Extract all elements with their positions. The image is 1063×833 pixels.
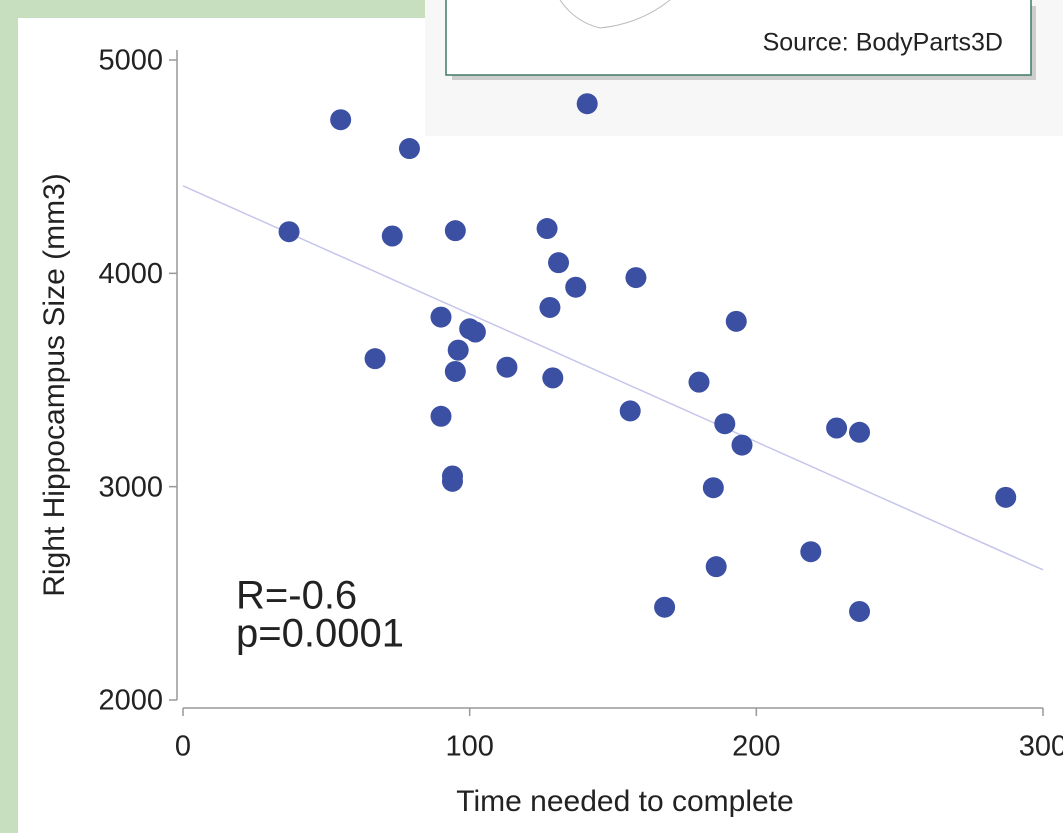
x-tick-label: 0 — [175, 731, 191, 763]
data-point — [619, 400, 641, 422]
y-tick-label: 4000 — [98, 258, 163, 290]
plot-panel — [18, 18, 1063, 833]
data-point — [444, 220, 466, 242]
data-point — [430, 405, 452, 427]
data-point — [278, 221, 300, 243]
data-point — [576, 93, 598, 115]
data-point — [330, 109, 352, 131]
data-point — [688, 371, 710, 393]
data-point — [714, 413, 736, 435]
data-point — [496, 356, 518, 378]
data-point — [705, 556, 727, 578]
data-point — [654, 596, 676, 618]
data-point — [625, 267, 647, 289]
data-point — [536, 218, 558, 240]
x-tick-label: 200 — [732, 731, 780, 763]
y-tick-label: 3000 — [98, 471, 163, 503]
data-point — [702, 477, 724, 499]
data-point — [995, 486, 1017, 508]
data-point — [849, 600, 871, 622]
stat-annotation: p=0.0001 — [236, 612, 404, 656]
source-text: Source: BodyParts3D — [763, 29, 1003, 57]
source-box — [445, 0, 1032, 76]
data-point — [364, 348, 386, 370]
x-axis-title: Time needed to complete — [456, 785, 793, 818]
y-axis-title: Right Hippocampus Size (mm3) — [38, 173, 71, 596]
data-point — [849, 421, 871, 443]
data-point — [539, 296, 561, 318]
data-point — [826, 417, 848, 439]
marks: 2000 3000 4000 5000 0 100 200 300 Time needed to… — [38, 45, 1063, 818]
data-point — [430, 306, 452, 328]
fit-line — [182, 185, 1044, 571]
data-point — [542, 367, 564, 389]
data-point — [731, 434, 753, 456]
data-point — [441, 470, 463, 492]
data-point — [725, 310, 747, 332]
data-point — [398, 138, 420, 160]
x-tick-label: 300 — [1019, 731, 1063, 763]
data-point — [447, 339, 469, 361]
anatomy-sketch — [559, 0, 671, 29]
data-point — [548, 252, 570, 274]
x-tick-label: 100 — [445, 731, 493, 763]
data-point — [444, 360, 466, 382]
data-point — [800, 541, 822, 563]
stat-annotation: R=-0.6 — [236, 574, 357, 618]
data-point — [381, 225, 403, 247]
data-point — [565, 276, 587, 298]
y-tick-label: 2000 — [98, 685, 163, 717]
y-tick-label: 5000 — [98, 45, 163, 77]
data-point — [464, 321, 486, 343]
